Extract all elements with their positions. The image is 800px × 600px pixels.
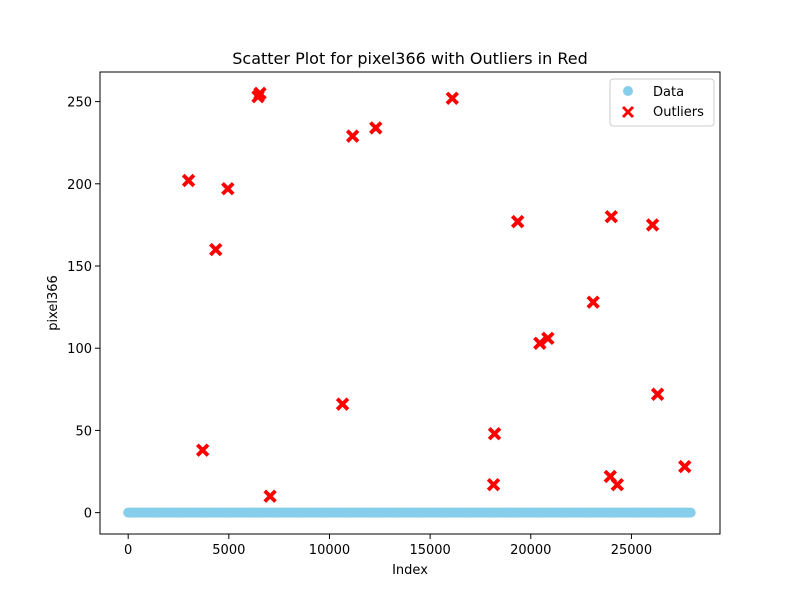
outlier-point bbox=[486, 477, 501, 492]
series-outliers bbox=[181, 86, 692, 503]
legend-marker-outliers bbox=[622, 106, 634, 118]
y-tick-label: 100 bbox=[67, 342, 92, 357]
outlier-point bbox=[345, 129, 360, 143]
x-tick-label: 0 bbox=[124, 543, 132, 558]
outlier-point bbox=[181, 173, 196, 188]
axes-border bbox=[99, 71, 721, 535]
legend-box bbox=[609, 78, 715, 127]
y-tick-label: 150 bbox=[67, 260, 92, 275]
x-axis-ticks: 0 5000 10000 15000 20000 25000 bbox=[124, 534, 652, 558]
y-tick-label: 200 bbox=[67, 178, 92, 193]
legend-label-outliers: Outliers bbox=[653, 105, 704, 120]
outlier-point bbox=[253, 86, 267, 101]
outlier-point bbox=[221, 182, 235, 196]
chart-title: Scatter Plot for pixel366 with Outliers … bbox=[232, 49, 587, 68]
outlier-point bbox=[263, 489, 277, 503]
outlier-point bbox=[610, 477, 625, 492]
outlier-point bbox=[209, 242, 223, 257]
legend: Data Outliers bbox=[609, 78, 715, 127]
outlier-point bbox=[586, 295, 600, 309]
outlier-point bbox=[195, 443, 210, 457]
data-layer bbox=[123, 86, 696, 518]
plot-frame bbox=[100, 72, 720, 534]
y-axis-ticks: 0 50 100 150 200 250 bbox=[67, 96, 100, 522]
outlier-point bbox=[541, 331, 555, 346]
y-tick-label: 50 bbox=[75, 424, 92, 439]
x-tick-label: 5000 bbox=[212, 543, 245, 558]
outlier-point bbox=[533, 336, 547, 350]
outlier-point bbox=[487, 427, 502, 441]
outlier-point bbox=[445, 91, 459, 106]
outlier-point bbox=[604, 209, 619, 224]
x-tick-label: 20000 bbox=[510, 543, 551, 558]
data-point bbox=[685, 507, 696, 518]
y-axis-label: pixel366 bbox=[46, 275, 61, 331]
x-tick-label: 25000 bbox=[611, 543, 652, 558]
outlier-point bbox=[678, 459, 692, 474]
y-tick-label: 250 bbox=[67, 96, 92, 111]
plot-area bbox=[100, 72, 720, 534]
outlier-point bbox=[510, 214, 525, 229]
x-tick-label: 15000 bbox=[409, 543, 450, 558]
outlier-point bbox=[650, 387, 665, 401]
x-tick-label: 10000 bbox=[309, 543, 350, 558]
outlier-point bbox=[645, 218, 660, 232]
axes bbox=[99, 71, 721, 535]
series-data bbox=[123, 507, 696, 518]
legend-label-data: Data bbox=[653, 85, 684, 100]
x-axis-label: Index bbox=[392, 563, 428, 578]
outlier-point bbox=[335, 397, 350, 411]
legend-marker-data bbox=[623, 86, 633, 96]
outlier-point bbox=[369, 121, 383, 135]
y-tick-label: 0 bbox=[84, 507, 92, 522]
